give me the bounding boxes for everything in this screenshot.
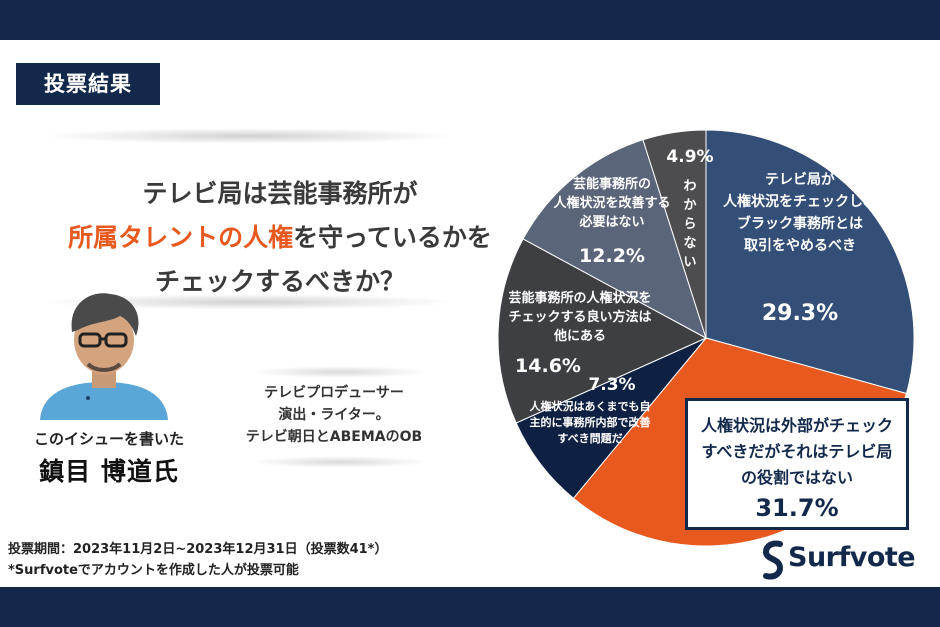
author-name: 鎮目 博道氏 [39, 457, 179, 486]
slice-label: な [683, 236, 696, 251]
answer-callout-value: 31.7% [755, 494, 839, 522]
question-line-3: チェックするべきか？ [154, 267, 405, 296]
slice-label: 芸能事務所の人権状況を [508, 290, 651, 306]
voting-period: 投票期間：2023年11月2日~2023年12月31日（投票数41*） [8, 542, 388, 557]
surfvote-logo-text: Surfvote [788, 542, 916, 573]
profile-line: 演出・ライター。 [278, 407, 390, 423]
question-line-2-rest: を守っているかを [293, 223, 492, 252]
slice-label: か [683, 198, 696, 213]
answer-callout-line: の役割ではない [740, 468, 853, 487]
pie-slice [642, 129, 707, 339]
answer-callout: 人権状況は外部がチェック すべきだがそれはテレビ局 の役割ではない 31.7% [685, 398, 909, 530]
slice-label: 芸能事務所の [573, 176, 651, 192]
question-divider-bottom [40, 294, 460, 310]
slice-label: 人権状況はあくまでも自 [530, 399, 651, 413]
author-avatar [40, 293, 168, 420]
profile-line: テレビプロデューサー [264, 385, 404, 401]
slice-label: わ [683, 179, 696, 194]
question-line-1: テレビ局は芸能事務所が [142, 179, 418, 208]
top-banner [0, 0, 940, 40]
slice-label: 他にある [553, 328, 606, 344]
answer-callout-label: 人権状況は外部がチェック すべきだがそれはテレビ局 の役割ではない [688, 413, 906, 491]
slice-value-label: 12.2% [579, 245, 645, 267]
profile-divider-bottom [250, 456, 430, 468]
slice-label: ら [683, 217, 696, 232]
author-profile: テレビプロデューサー 演出・ライター。 テレビ朝日とABEMAのOB [224, 382, 444, 448]
profile-divider-top [250, 366, 430, 378]
slice-label: 人権状況を改善する [553, 195, 670, 211]
slice-value-label: 7.3% [588, 375, 635, 395]
slice-value-label: 4.9% [666, 147, 713, 167]
slice-value-label: 29.3% [762, 301, 838, 326]
slice-label: 取引をやめるべき [744, 238, 856, 254]
pie-slice [705, 129, 915, 395]
answer-callout-line: すべきだがそれはテレビ局 [701, 442, 893, 461]
surfvote-logo: Surfvote [760, 538, 936, 582]
slice-label: い [683, 255, 696, 270]
answer-callout-line: 人権状況は外部がチェック [700, 416, 893, 435]
surfvote-logo-icon [762, 540, 784, 580]
slice-label: チェックする良い方法は [508, 309, 651, 325]
slice-value-label: 14.6% [515, 355, 581, 377]
results-badge: 投票結果 [16, 63, 160, 105]
bottom-banner [0, 587, 940, 627]
pie-slice [497, 238, 708, 424]
profile-line: テレビ朝日とABEMAのOB [245, 429, 423, 445]
voting-note: *Surfvoteでアカウントを作成した人が投票可能 [8, 563, 299, 578]
slice-label: 主的に事務所内部で改善 [530, 415, 651, 429]
author-caption: このイシューを書いた [33, 430, 184, 448]
pie-slice [522, 139, 707, 340]
slice-label: 必要はない [578, 214, 644, 230]
question-title: テレビ局は芸能事務所が 所属タレントの人権を守っているかを チェックするべきか？ [0, 172, 560, 304]
slice-label: ブラック事務所とは [737, 215, 863, 232]
question-line-2: 所属タレントの人権を守っているかを [0, 216, 560, 260]
slice-label: すべき問題だ [557, 432, 622, 445]
slice-label: テレビ局が [765, 171, 836, 188]
question-divider-top [40, 128, 460, 144]
question-highlight: 所属タレントの人権 [68, 223, 294, 252]
slice-label: 人権状況をチェックし、 [723, 193, 877, 210]
